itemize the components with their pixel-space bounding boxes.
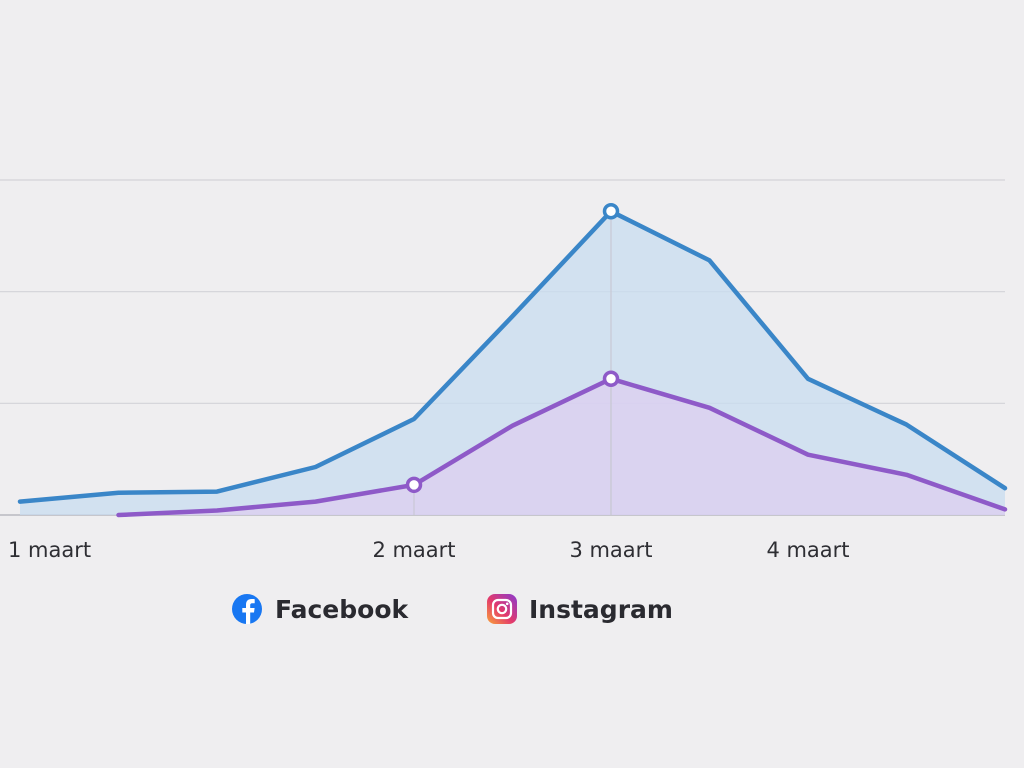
x-axis-ticks: 1 maart 2 maart 3 maart 4 maart: [8, 538, 850, 562]
legend-label-facebook: Facebook: [275, 595, 410, 624]
point-instagram: [602, 370, 620, 388]
legend-item-facebook[interactable]: Facebook: [232, 594, 410, 624]
area-instagram: [118, 378, 1005, 515]
x-tick-label: 4 maart: [766, 538, 849, 562]
facebook-icon: [232, 594, 262, 624]
series-areas: [20, 211, 1005, 516]
legend-label-instagram: Instagram: [529, 595, 673, 624]
point-instagram: [405, 476, 423, 494]
x-tick-label: 3 maart: [569, 538, 652, 562]
line-instagram: [116, 376, 1008, 518]
instagram-icon: [487, 594, 517, 624]
x-tick-label: 1 maart: [8, 538, 91, 562]
point-facebook: [602, 203, 620, 220]
line-facebook: [17, 209, 1008, 504]
series-lines: [17, 209, 1008, 518]
highlight-points: [405, 203, 620, 494]
legend: Facebook Instagram: [232, 594, 673, 624]
legend-item-instagram[interactable]: Instagram: [487, 594, 673, 624]
x-tick-label: 2 maart: [372, 538, 455, 562]
